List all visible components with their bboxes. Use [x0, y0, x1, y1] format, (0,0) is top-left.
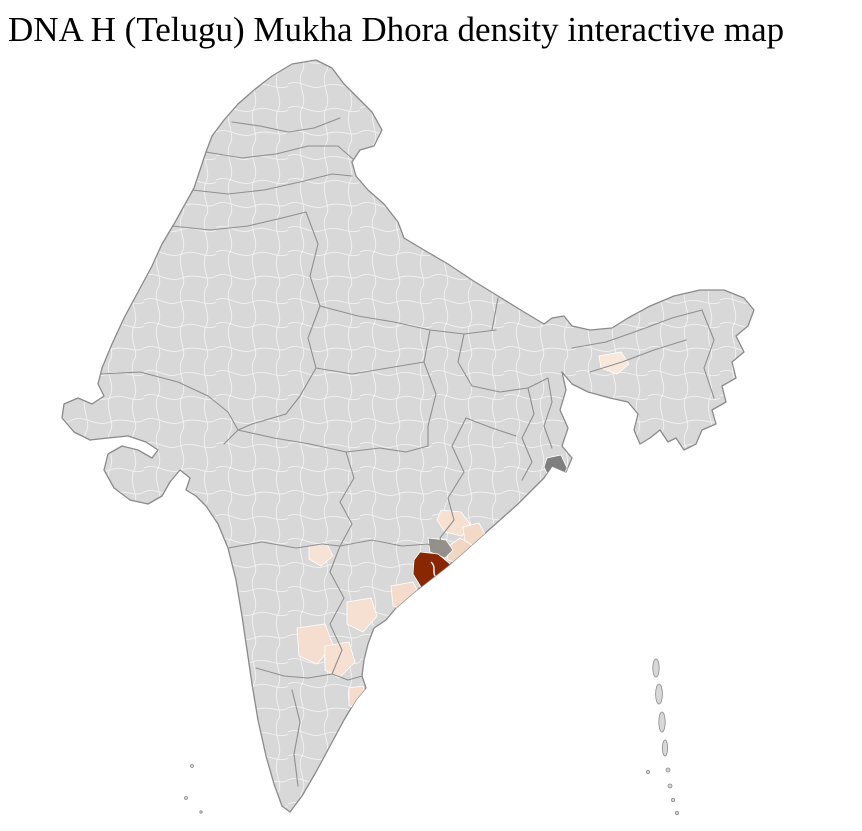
gray-district-adjacent-high[interactable]: [427, 537, 454, 559]
islands: [184, 658, 680, 816]
low-density-district-odisha-1[interactable]: [436, 509, 471, 537]
lakshadweep-islands[interactable]: [184, 764, 203, 814]
low-density-district-south-2[interactable]: [324, 641, 356, 679]
islands-fill-group: [184, 658, 680, 816]
state-borders: [99, 117, 715, 787]
page-title: DNA H (Telugu) Mukha Dhora density inter…: [8, 10, 785, 49]
low-density-district-krishna[interactable]: [346, 597, 378, 633]
india-landmass[interactable]: [61, 59, 755, 813]
andaman-nicobar-islands[interactable]: [646, 658, 680, 816]
low-density-district-assam[interactable]: [598, 351, 630, 375]
